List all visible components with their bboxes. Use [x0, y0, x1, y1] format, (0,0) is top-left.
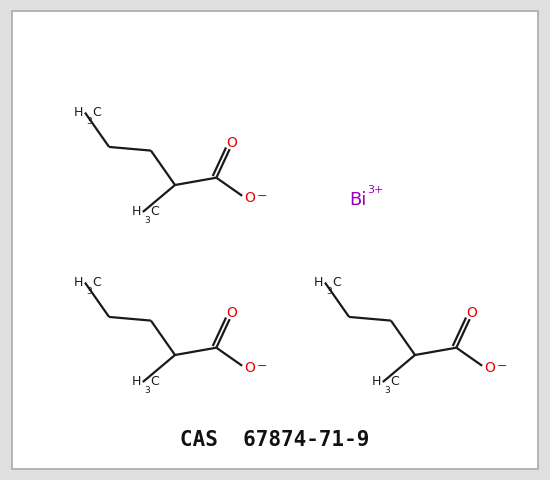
Text: O: O — [226, 136, 237, 150]
Text: CAS  67874-71-9: CAS 67874-71-9 — [180, 430, 370, 450]
Text: C: C — [150, 375, 158, 388]
Text: O: O — [226, 306, 237, 320]
Text: 3: 3 — [86, 117, 92, 126]
Text: 3: 3 — [326, 287, 332, 296]
Text: −: − — [497, 360, 508, 373]
Text: Bi: Bi — [349, 191, 367, 209]
Text: 3: 3 — [384, 386, 389, 395]
Text: O: O — [485, 361, 496, 375]
Text: −: − — [257, 190, 267, 203]
Text: 3+: 3+ — [367, 185, 383, 195]
Text: H: H — [371, 375, 381, 388]
Text: H: H — [314, 276, 323, 289]
Text: 3: 3 — [86, 287, 92, 296]
Text: C: C — [92, 276, 101, 289]
Text: C: C — [92, 106, 101, 119]
Text: O: O — [245, 361, 256, 375]
Text: −: − — [257, 360, 267, 373]
Text: H: H — [131, 205, 141, 218]
Text: 3: 3 — [144, 216, 150, 225]
Text: H: H — [74, 106, 83, 119]
Text: H: H — [74, 276, 83, 289]
Text: C: C — [390, 375, 399, 388]
Text: H: H — [131, 375, 141, 388]
Text: C: C — [150, 205, 158, 218]
Text: C: C — [332, 276, 341, 289]
Text: O: O — [466, 306, 477, 320]
Text: 3: 3 — [144, 386, 150, 395]
Text: O: O — [245, 191, 256, 205]
